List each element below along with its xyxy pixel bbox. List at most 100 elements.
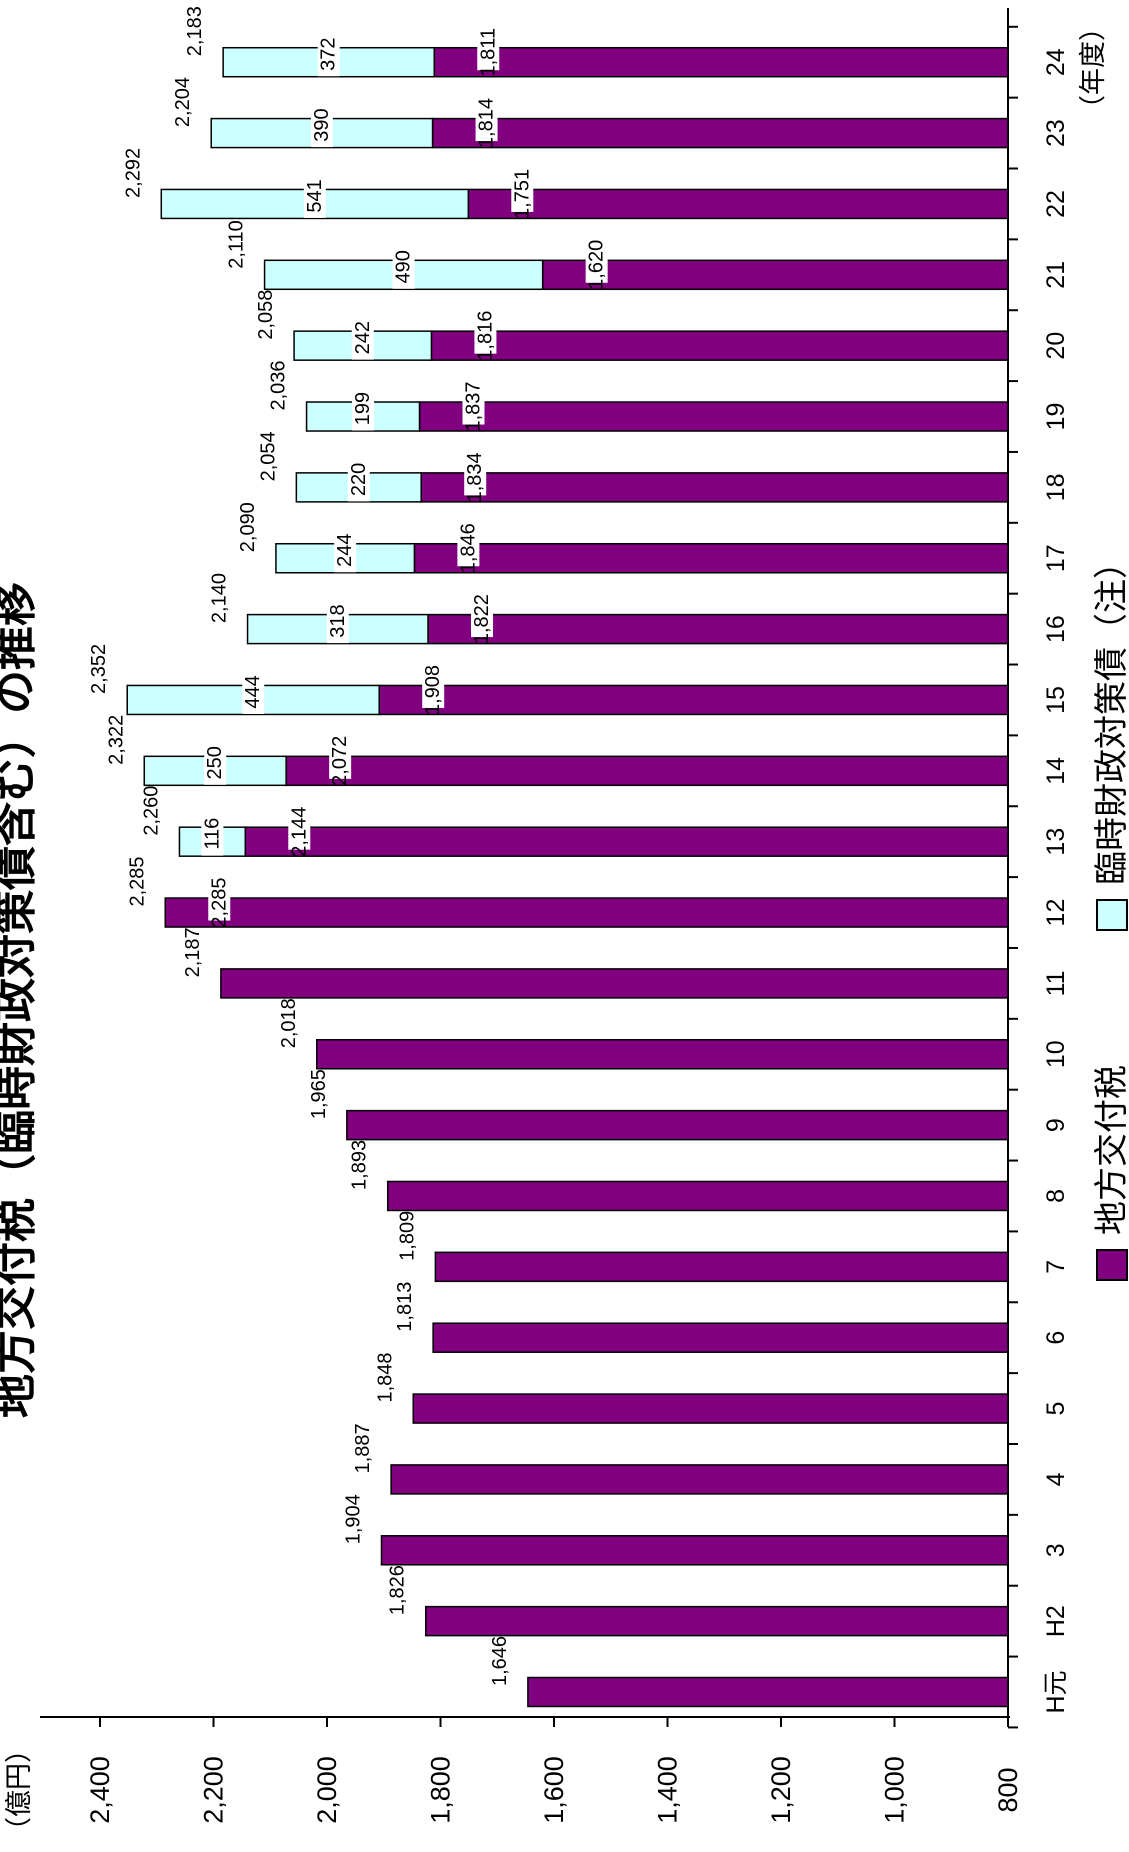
total-label-group: 2,260 [140, 786, 162, 836]
category-label: 9 [1042, 1118, 1070, 1132]
inner-label-group: 1,908 [422, 665, 444, 715]
category-label: 23 [1042, 119, 1070, 147]
debt-label: 318 [327, 604, 349, 637]
bar-kofuzei [432, 1322, 1009, 1353]
inner-label-bg [471, 583, 494, 638]
legend: 地方交付税 臨時財政対策債（注） [1093, 545, 1129, 1281]
bar-kofuzei [430, 330, 1009, 361]
debt-label-bg [310, 103, 333, 148]
debt-label-bg [242, 669, 265, 714]
category-label: 3 [1042, 1543, 1070, 1557]
debt-label: 372 [318, 38, 340, 71]
total-label-group: 2,183 [184, 6, 206, 56]
value-axis-tick-label-group: 2,400 [85, 1756, 115, 1824]
debt-label-group: 220 [348, 463, 370, 496]
inner-label-group: 1,814 [476, 98, 498, 148]
total-label-group: 2,110 [226, 220, 248, 269]
inner-label-group: 1,751 [511, 169, 533, 219]
debt-label-group: 250 [204, 746, 226, 779]
bar-kofuzei [390, 1464, 1009, 1495]
debt-label-bg [201, 811, 224, 856]
value-axis-tick-label-group: 2,000 [312, 1756, 342, 1824]
category-label: 20 [1042, 332, 1070, 360]
total-label-group: 2,036 [268, 360, 290, 410]
bar-kofuzei [418, 401, 1009, 432]
bar-kofuzei [412, 1393, 1009, 1424]
category-label: 15 [1042, 686, 1070, 714]
total-label-group: 1,965 [308, 1069, 330, 1119]
total-label: 1,646 [489, 1636, 511, 1686]
inner-label: 2,072 [329, 736, 351, 786]
inner-label-bg [457, 512, 480, 567]
category-label-group: 11 [1042, 970, 1070, 996]
inner-label-group: 1,620 [586, 240, 608, 290]
category-label: 19 [1042, 403, 1070, 431]
debt-label-group: 390 [311, 108, 333, 141]
debt-label: 244 [334, 534, 356, 567]
debt-label: 250 [204, 746, 226, 779]
legend-label-rinji: 臨時財政対策債（注） [1093, 545, 1129, 885]
debt-label: 116 [201, 818, 223, 850]
total-label: 2,292 [122, 148, 144, 198]
inner-label-bg [462, 370, 485, 425]
debt-label-group: 490 [393, 250, 415, 283]
category-label: 5 [1042, 1402, 1070, 1416]
inner-label: 1,846 [457, 523, 479, 573]
inner-label-group: 1,846 [457, 523, 479, 573]
title-group: 地方交付税（臨時財政対策債含む）の推移 [0, 582, 40, 1418]
value-axis-tick-label: 1,000 [880, 1756, 910, 1824]
debt-label-group: 318 [327, 604, 349, 637]
inner-label-group: 2,072 [329, 736, 351, 786]
total-label-group: 2,285 [126, 856, 148, 906]
total-label-group: 2,204 [172, 77, 194, 127]
inner-label-bg [422, 653, 445, 708]
inner-label: 1,814 [476, 98, 498, 148]
bar-kofuzei [413, 542, 1009, 574]
total-label: 2,204 [172, 77, 194, 127]
debt-label-bg [352, 386, 375, 431]
debt-label: 199 [352, 392, 374, 425]
inner-label-bg [288, 795, 311, 850]
debt-label-group: 242 [352, 321, 374, 354]
inner-label-group: 2,285 [208, 878, 230, 928]
inner-label-group: 2,144 [288, 807, 310, 857]
total-label: 2,140 [209, 573, 231, 623]
total-label: 1,809 [396, 1211, 418, 1261]
total-label: 2,352 [88, 644, 110, 694]
value-axis-tick-label-group: 1,000 [880, 1756, 910, 1824]
inner-label: 1,908 [422, 665, 444, 715]
total-label: 1,813 [394, 1282, 416, 1332]
debt-label-bg [204, 740, 227, 785]
category-label: 22 [1042, 190, 1070, 218]
category-label-group: H2 [1042, 1605, 1070, 1637]
value-axis-tick-label: 1,200 [766, 1756, 796, 1824]
value-axis-tick-label-group: 1,600 [539, 1756, 569, 1824]
bar-kofuzei [541, 259, 1009, 291]
debt-label: 242 [352, 321, 374, 354]
inner-label-group: 1,816 [474, 311, 496, 361]
legend-label-kofuzei: 地方交付税 [1093, 1065, 1129, 1235]
inner-label-group: 1,837 [463, 381, 485, 431]
category-label: 12 [1042, 899, 1070, 927]
category-label: 7 [1042, 1260, 1070, 1274]
inner-label: 1,837 [463, 381, 485, 431]
x-unit-label: （年度） [1078, 14, 1108, 122]
inner-label: 1,822 [471, 594, 493, 644]
debt-label-bg [326, 599, 349, 644]
total-label: 2,183 [184, 6, 206, 56]
y-unit-group: （億円） [4, 1736, 34, 1844]
value-axis-tick-label: 2,400 [85, 1756, 115, 1824]
category-label-group: 21 [1042, 261, 1070, 289]
total-label: 1,826 [387, 1565, 409, 1615]
inner-label: 1,811 [477, 28, 499, 77]
value-axis-tick-label: 1,400 [653, 1756, 683, 1824]
debt-label-bg [392, 244, 415, 289]
inner-label-bg [477, 16, 500, 71]
category-label-group: 4 [1042, 1472, 1070, 1486]
debt-label-bg [334, 528, 357, 573]
category-label: 6 [1042, 1331, 1070, 1345]
category-label-group: H元 [1042, 1670, 1070, 1713]
bar-kofuzei [424, 1605, 1009, 1637]
total-label: 2,260 [140, 786, 162, 836]
